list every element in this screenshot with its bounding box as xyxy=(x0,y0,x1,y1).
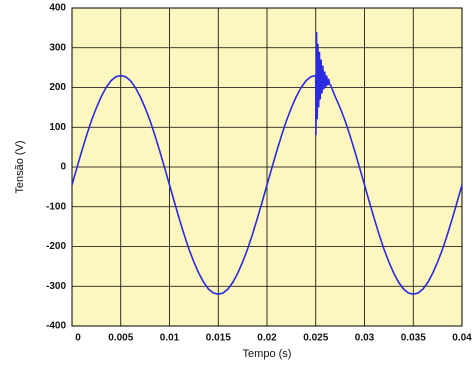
x-tick-label: 0.04 xyxy=(452,333,472,344)
x-tick-label: 0.015 xyxy=(206,333,231,344)
x-tick-label: 0.02 xyxy=(257,333,277,344)
data-line xyxy=(71,31,463,296)
y-tick-label: -200 xyxy=(46,241,66,252)
x-tick-label: 0.03 xyxy=(355,333,375,344)
x-tick-label: 0.035 xyxy=(401,333,426,344)
x-tick-label: 0.005 xyxy=(108,333,133,344)
y-tick-label: 200 xyxy=(49,82,66,93)
y-tick-label: 400 xyxy=(49,3,66,14)
y-tick-label: -100 xyxy=(46,201,66,212)
y-axis-label: Tensão (V) xyxy=(14,140,26,193)
x-axis-label: Tempo (s) xyxy=(243,348,292,360)
x-tick-label: 0 xyxy=(75,333,81,344)
x-tick-label: 0.025 xyxy=(303,333,328,344)
y-tick-label: 300 xyxy=(49,42,66,53)
y-tick-label: -300 xyxy=(46,281,66,292)
y-tick-label: 0 xyxy=(60,162,66,173)
y-tick-label: -400 xyxy=(46,321,66,332)
x-tick-label: 0.01 xyxy=(160,333,180,344)
y-tick-label: 100 xyxy=(49,122,66,133)
